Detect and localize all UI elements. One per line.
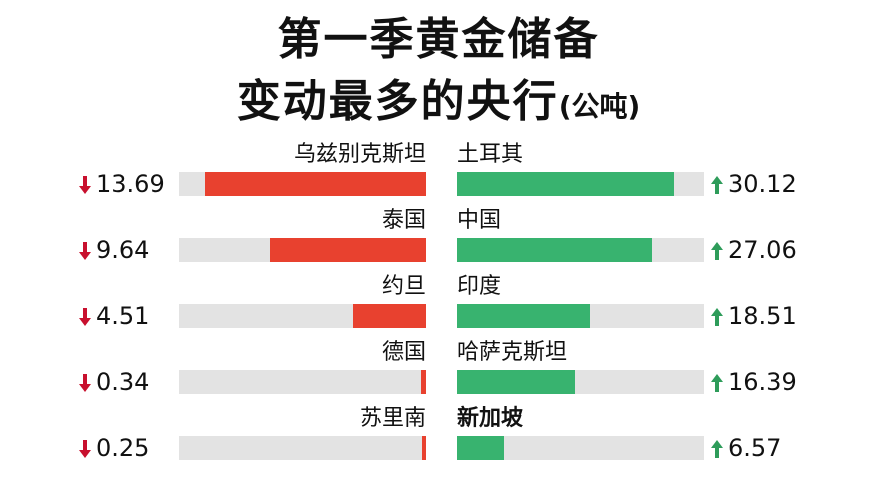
decrease-category-label: 泰国 bbox=[381, 208, 426, 233]
decrease-bar bbox=[270, 238, 426, 262]
increase-value-label: 6.57 bbox=[710, 434, 781, 462]
decrease-bar-track bbox=[179, 370, 426, 394]
decrease-value-text: 0.34 bbox=[96, 368, 150, 396]
chart-title-line2: 变动最多的央行(公吨) bbox=[0, 76, 877, 133]
increase-bar bbox=[457, 172, 674, 196]
decrease-value-label: 0.25 bbox=[78, 434, 149, 462]
down-arrow-icon bbox=[79, 176, 91, 194]
up-arrow-icon bbox=[711, 374, 723, 392]
decrease-value-text: 9.64 bbox=[96, 236, 150, 264]
decrease-bar bbox=[353, 304, 426, 328]
up-arrow-icon bbox=[711, 308, 723, 326]
decrease-bar bbox=[422, 436, 426, 460]
increase-category-label: 印度 bbox=[457, 274, 502, 299]
decrease-category-label: 苏里南 bbox=[359, 406, 426, 431]
decrease-category-label: 约旦 bbox=[381, 274, 426, 299]
increase-bar-track bbox=[457, 172, 704, 196]
chart-title-line1: 第一季黄金储备 bbox=[277, 14, 600, 65]
increase-value-label: 18.51 bbox=[710, 302, 797, 330]
down-arrow-icon bbox=[79, 308, 91, 326]
increase-category-label: 哈萨克斯坦 bbox=[457, 340, 568, 365]
decrease-value-label: 4.51 bbox=[78, 302, 149, 330]
increase-bar-track bbox=[457, 370, 704, 394]
increase-bar bbox=[457, 370, 575, 394]
chart-title-line2-text: 变动最多的央行 bbox=[236, 76, 559, 127]
increase-value-text: 30.12 bbox=[728, 170, 797, 198]
increase-bar-track bbox=[457, 436, 704, 460]
decrease-value-text: 0.25 bbox=[96, 434, 150, 462]
increase-bar bbox=[457, 238, 652, 262]
increase-value-text: 18.51 bbox=[728, 302, 797, 330]
down-arrow-icon bbox=[79, 242, 91, 260]
decrease-category-label: 乌兹别克斯坦 bbox=[293, 142, 426, 167]
increase-value-text: 6.57 bbox=[728, 434, 782, 462]
increase-bar-track bbox=[457, 304, 704, 328]
decrease-bar-track bbox=[179, 304, 426, 328]
decrease-bar-track bbox=[179, 436, 426, 460]
increase-category-label: 土耳其 bbox=[457, 142, 524, 167]
increase-value-label: 27.06 bbox=[710, 236, 797, 264]
increase-value-label: 30.12 bbox=[710, 170, 797, 198]
decrease-bar-track bbox=[179, 172, 426, 196]
decrease-value-text: 13.69 bbox=[96, 170, 165, 198]
up-arrow-icon bbox=[711, 176, 723, 194]
up-arrow-icon bbox=[711, 440, 723, 458]
decrease-value-text: 4.51 bbox=[96, 302, 150, 330]
increase-value-text: 16.39 bbox=[728, 368, 797, 396]
increase-value-label: 16.39 bbox=[710, 368, 797, 396]
unit-label: (公吨) bbox=[558, 90, 641, 123]
decrease-category-label: 德国 bbox=[381, 340, 426, 365]
increase-category-label: 中国 bbox=[457, 208, 502, 233]
down-arrow-icon bbox=[79, 440, 91, 458]
decrease-bar bbox=[205, 172, 426, 196]
decrease-value-label: 9.64 bbox=[78, 236, 149, 264]
down-arrow-icon bbox=[79, 374, 91, 392]
decrease-value-label: 13.69 bbox=[78, 170, 165, 198]
decrease-bar-track bbox=[179, 238, 426, 262]
up-arrow-icon bbox=[711, 242, 723, 260]
decrease-bar bbox=[421, 370, 426, 394]
decrease-value-label: 0.34 bbox=[78, 368, 149, 396]
increase-bar bbox=[457, 436, 504, 460]
increase-category-label: 新加坡 bbox=[457, 406, 524, 431]
increase-bar-track bbox=[457, 238, 704, 262]
increase-value-text: 27.06 bbox=[728, 236, 797, 264]
increase-bar bbox=[457, 304, 590, 328]
